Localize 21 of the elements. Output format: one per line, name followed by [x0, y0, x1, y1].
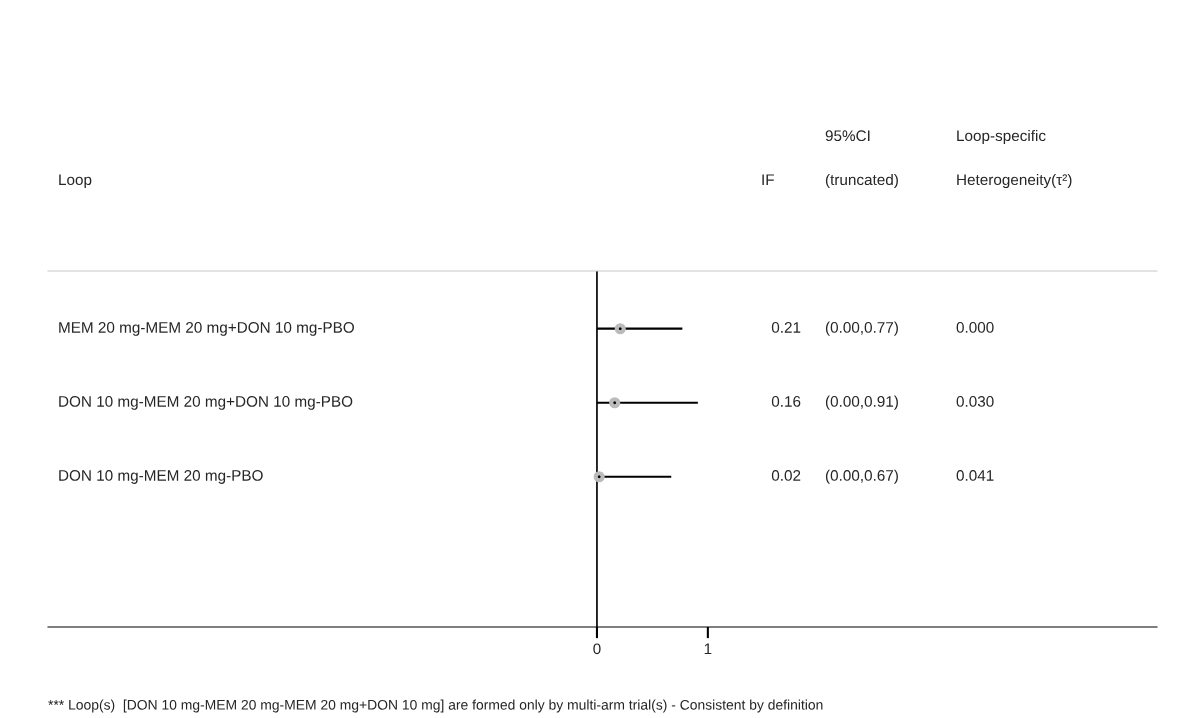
text: Heterogeneity(τ²) [957, 173, 1072, 189]
text: (truncated) [825, 173, 898, 189]
text: Loop-specific [957, 129, 1046, 145]
annotation: 0.041 [956, 470, 994, 481]
text: Loop [59, 174, 92, 189]
annotation: 0.030 [956, 396, 994, 407]
x-tick-label: 1 [704, 643, 712, 655]
annotation: (0.00,0.67) [825, 469, 898, 484]
y-tick-label: MEM 20 mg-MEM 20 mg+DON 10 mg-PBO [59, 322, 354, 336]
text: *** Loop(s) [DON 10 mg-MEM 20 mg-MEM 20 mg+DON 10 mg] are formed only by multi-arm trial(s) - Consistent by definition [48, 699, 823, 713]
annotation: 0.000 [956, 322, 994, 333]
text: IF [762, 174, 774, 185]
y-tick-label: DON 10 mg-MEM 20 mg-PBO [59, 470, 263, 484]
annotation: 0.16 [771, 396, 801, 407]
annotation: 0.21 [771, 322, 801, 333]
annotation: (0.00,0.77) [825, 321, 898, 336]
y-tick-label: DON 10 mg-MEM 20 mg+DON 10 mg-PBO [59, 396, 353, 410]
text: 95%CI [825, 130, 870, 142]
annotation: (0.00,0.91) [825, 395, 898, 410]
x-tick-label: 0 [593, 643, 601, 655]
annotation: 0.02 [771, 470, 801, 481]
